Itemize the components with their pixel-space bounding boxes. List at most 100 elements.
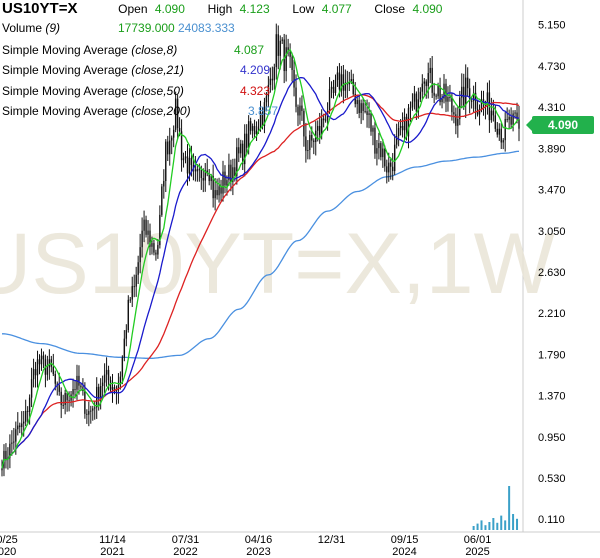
candle-body xyxy=(299,105,301,116)
candle-body xyxy=(271,78,274,81)
candle-body xyxy=(153,243,155,253)
candle-body xyxy=(167,141,169,155)
candle-body xyxy=(253,126,256,135)
candle-body xyxy=(390,162,392,167)
x-tick-year: 2023 xyxy=(246,546,270,558)
candle-body xyxy=(423,81,425,84)
candle-body xyxy=(200,169,203,178)
candle-body xyxy=(127,299,129,330)
candle-body xyxy=(267,84,270,97)
candle-body xyxy=(474,92,477,110)
candle-body xyxy=(413,93,416,102)
candle-body xyxy=(240,143,242,154)
candle-body xyxy=(437,85,439,97)
candle-body xyxy=(64,392,66,405)
candle-body xyxy=(242,143,244,165)
candle-body xyxy=(494,115,497,129)
candle-body xyxy=(111,387,114,390)
x-tick-year: 2021 xyxy=(100,546,124,558)
candle-body xyxy=(433,92,435,96)
x-tick-label: 10/25 xyxy=(0,534,18,546)
candle-body xyxy=(62,404,64,406)
candle-body xyxy=(101,382,104,387)
candle-body xyxy=(60,391,62,405)
chart-watermark: US10YT=X,1W xyxy=(0,216,555,312)
candle-body xyxy=(249,121,252,131)
candle-body xyxy=(24,410,27,422)
y-tick-label: 4.730 xyxy=(538,61,566,73)
candle-body xyxy=(97,386,100,398)
candle-body xyxy=(401,125,404,131)
candle-body xyxy=(78,375,80,386)
candle-body xyxy=(370,113,372,132)
candle-body xyxy=(119,376,122,386)
candle-body xyxy=(40,355,43,365)
candle-body xyxy=(204,170,206,181)
x-tick-label: 11/14 xyxy=(99,534,126,546)
candle-body xyxy=(344,82,347,91)
candle-body xyxy=(234,167,236,176)
candle-body xyxy=(472,92,475,101)
candle-body xyxy=(431,67,433,93)
candle-body xyxy=(386,166,388,173)
candle-body xyxy=(133,286,135,288)
candle-body xyxy=(247,121,250,148)
candle-body xyxy=(277,34,279,56)
candle-body xyxy=(457,119,459,126)
candle-body xyxy=(202,177,204,181)
candle-body xyxy=(279,40,281,56)
y-tick-label: 3.890 xyxy=(538,143,566,155)
candle-body xyxy=(11,442,13,444)
candle-body xyxy=(506,119,508,121)
candle-body xyxy=(332,86,335,93)
y-tick-label: 1.370 xyxy=(538,391,566,403)
candle-body xyxy=(449,97,451,99)
x-tick-label: 07/31 xyxy=(172,534,200,546)
volume-bar xyxy=(476,523,479,530)
candle-body xyxy=(482,99,485,103)
candle-body xyxy=(5,450,7,460)
candle-body xyxy=(374,127,376,154)
y-tick-label: 2.210 xyxy=(538,308,566,320)
candle-body xyxy=(224,171,226,186)
candle-body xyxy=(305,136,307,151)
candle-body xyxy=(322,118,325,121)
candle-body xyxy=(259,112,262,127)
candle-body xyxy=(34,369,37,376)
candle-body xyxy=(427,73,429,87)
candle-body xyxy=(468,88,471,101)
candle-body xyxy=(226,180,228,186)
candle-body xyxy=(210,176,212,182)
candle-body xyxy=(338,72,341,90)
candle-body xyxy=(334,79,337,93)
candle-body xyxy=(303,110,305,137)
candle-body xyxy=(28,397,31,412)
candle-body xyxy=(453,112,455,115)
candle-body xyxy=(417,99,420,112)
candle-body xyxy=(350,79,352,82)
candle-body xyxy=(388,162,390,173)
candle-body xyxy=(143,219,145,231)
candle-body xyxy=(72,389,74,395)
candle-body xyxy=(245,133,248,148)
candle-body xyxy=(295,87,297,107)
candle-body xyxy=(275,34,277,68)
volume-bar xyxy=(488,522,491,530)
candle-body xyxy=(23,421,25,424)
candle-body xyxy=(216,190,218,196)
candle-body xyxy=(46,367,49,375)
candle-body xyxy=(291,56,293,70)
candle-body xyxy=(330,86,333,89)
candle-body xyxy=(415,93,418,112)
x-tick-year: 2020 xyxy=(0,546,16,558)
x-tick-year: 2025 xyxy=(465,546,489,558)
candle-body xyxy=(486,92,489,107)
x-tick-year: 2022 xyxy=(173,546,197,558)
candle-body xyxy=(9,443,11,458)
candle-body xyxy=(516,112,518,120)
candle-body xyxy=(196,169,199,172)
volume-bar xyxy=(484,525,487,530)
candle-body xyxy=(188,157,191,174)
